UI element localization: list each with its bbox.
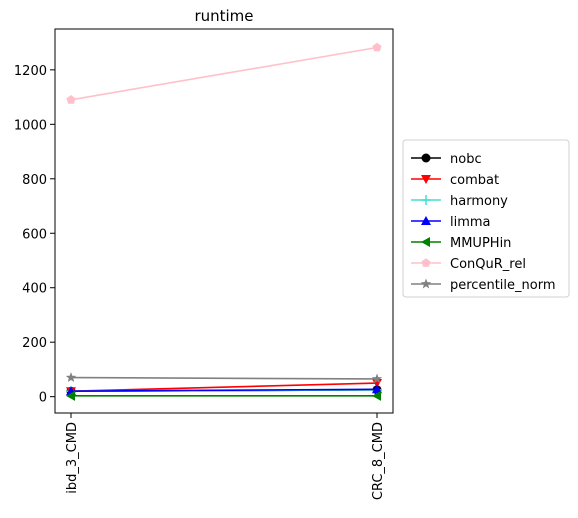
series-line <box>70 382 378 393</box>
y-tick-label: 800 <box>22 173 47 188</box>
legend-entry-limma: limma <box>411 215 491 230</box>
legend-label: harmony <box>450 194 508 209</box>
legend-entry-harmony: harmony <box>411 194 508 209</box>
series-combat <box>66 379 382 397</box>
legend-marker <box>421 216 431 225</box>
legend-label: limma <box>450 215 491 230</box>
legend-label: MMUPHin <box>450 236 511 251</box>
data-point <box>66 95 76 104</box>
data-point <box>372 42 382 52</box>
legend-marker <box>421 175 431 184</box>
y-tick-label: 1000 <box>14 118 47 133</box>
series-percentile_norm <box>65 372 383 384</box>
y-tick-label: 600 <box>22 227 47 242</box>
legend-label: percentile_norm <box>450 278 556 293</box>
series-line <box>70 46 378 101</box>
chart-title: runtime <box>194 7 253 25</box>
legend-box <box>402 139 570 298</box>
data-point <box>65 372 77 383</box>
legend-entry-combat: combat <box>411 173 499 188</box>
legend-entry-MMUPHin: MMUPHin <box>411 236 511 251</box>
legend-label: ConQuR_rel <box>450 257 526 272</box>
series-MMUPHin <box>66 390 381 401</box>
x-tick-label: ibd_3_CMD <box>65 422 80 494</box>
data-point <box>372 384 382 394</box>
plot-frame <box>54 28 394 414</box>
data-point <box>372 390 381 401</box>
legend-label: nobc <box>450 152 482 167</box>
legend-marker <box>420 278 432 289</box>
series-ConQuR_rel <box>66 42 382 104</box>
series-line <box>70 388 378 393</box>
legend-entry-ConQuR_rel: ConQuR_rel <box>411 257 526 272</box>
y-tick-label: 1200 <box>14 64 47 79</box>
legend-marker <box>421 195 431 205</box>
y-tick-label: 400 <box>22 282 47 297</box>
legend-marker <box>421 153 431 163</box>
x-tick-label: CRC_8_CMD <box>371 422 386 500</box>
legend-entry-percentile_norm: percentile_norm <box>411 278 556 293</box>
legend: nobc combat harmony limma MMUPHin ConQuR_relp… <box>402 139 570 298</box>
y-tick-label: 0 <box>39 391 47 406</box>
y-tick-label: 200 <box>22 336 47 351</box>
data-point <box>66 390 75 401</box>
legend-label: combat <box>450 173 499 188</box>
legend-marker <box>421 258 431 267</box>
data-point <box>371 373 383 384</box>
series-line <box>70 376 378 380</box>
legend-entry-nobc: nobc <box>411 152 482 167</box>
legend-marker <box>421 237 430 247</box>
